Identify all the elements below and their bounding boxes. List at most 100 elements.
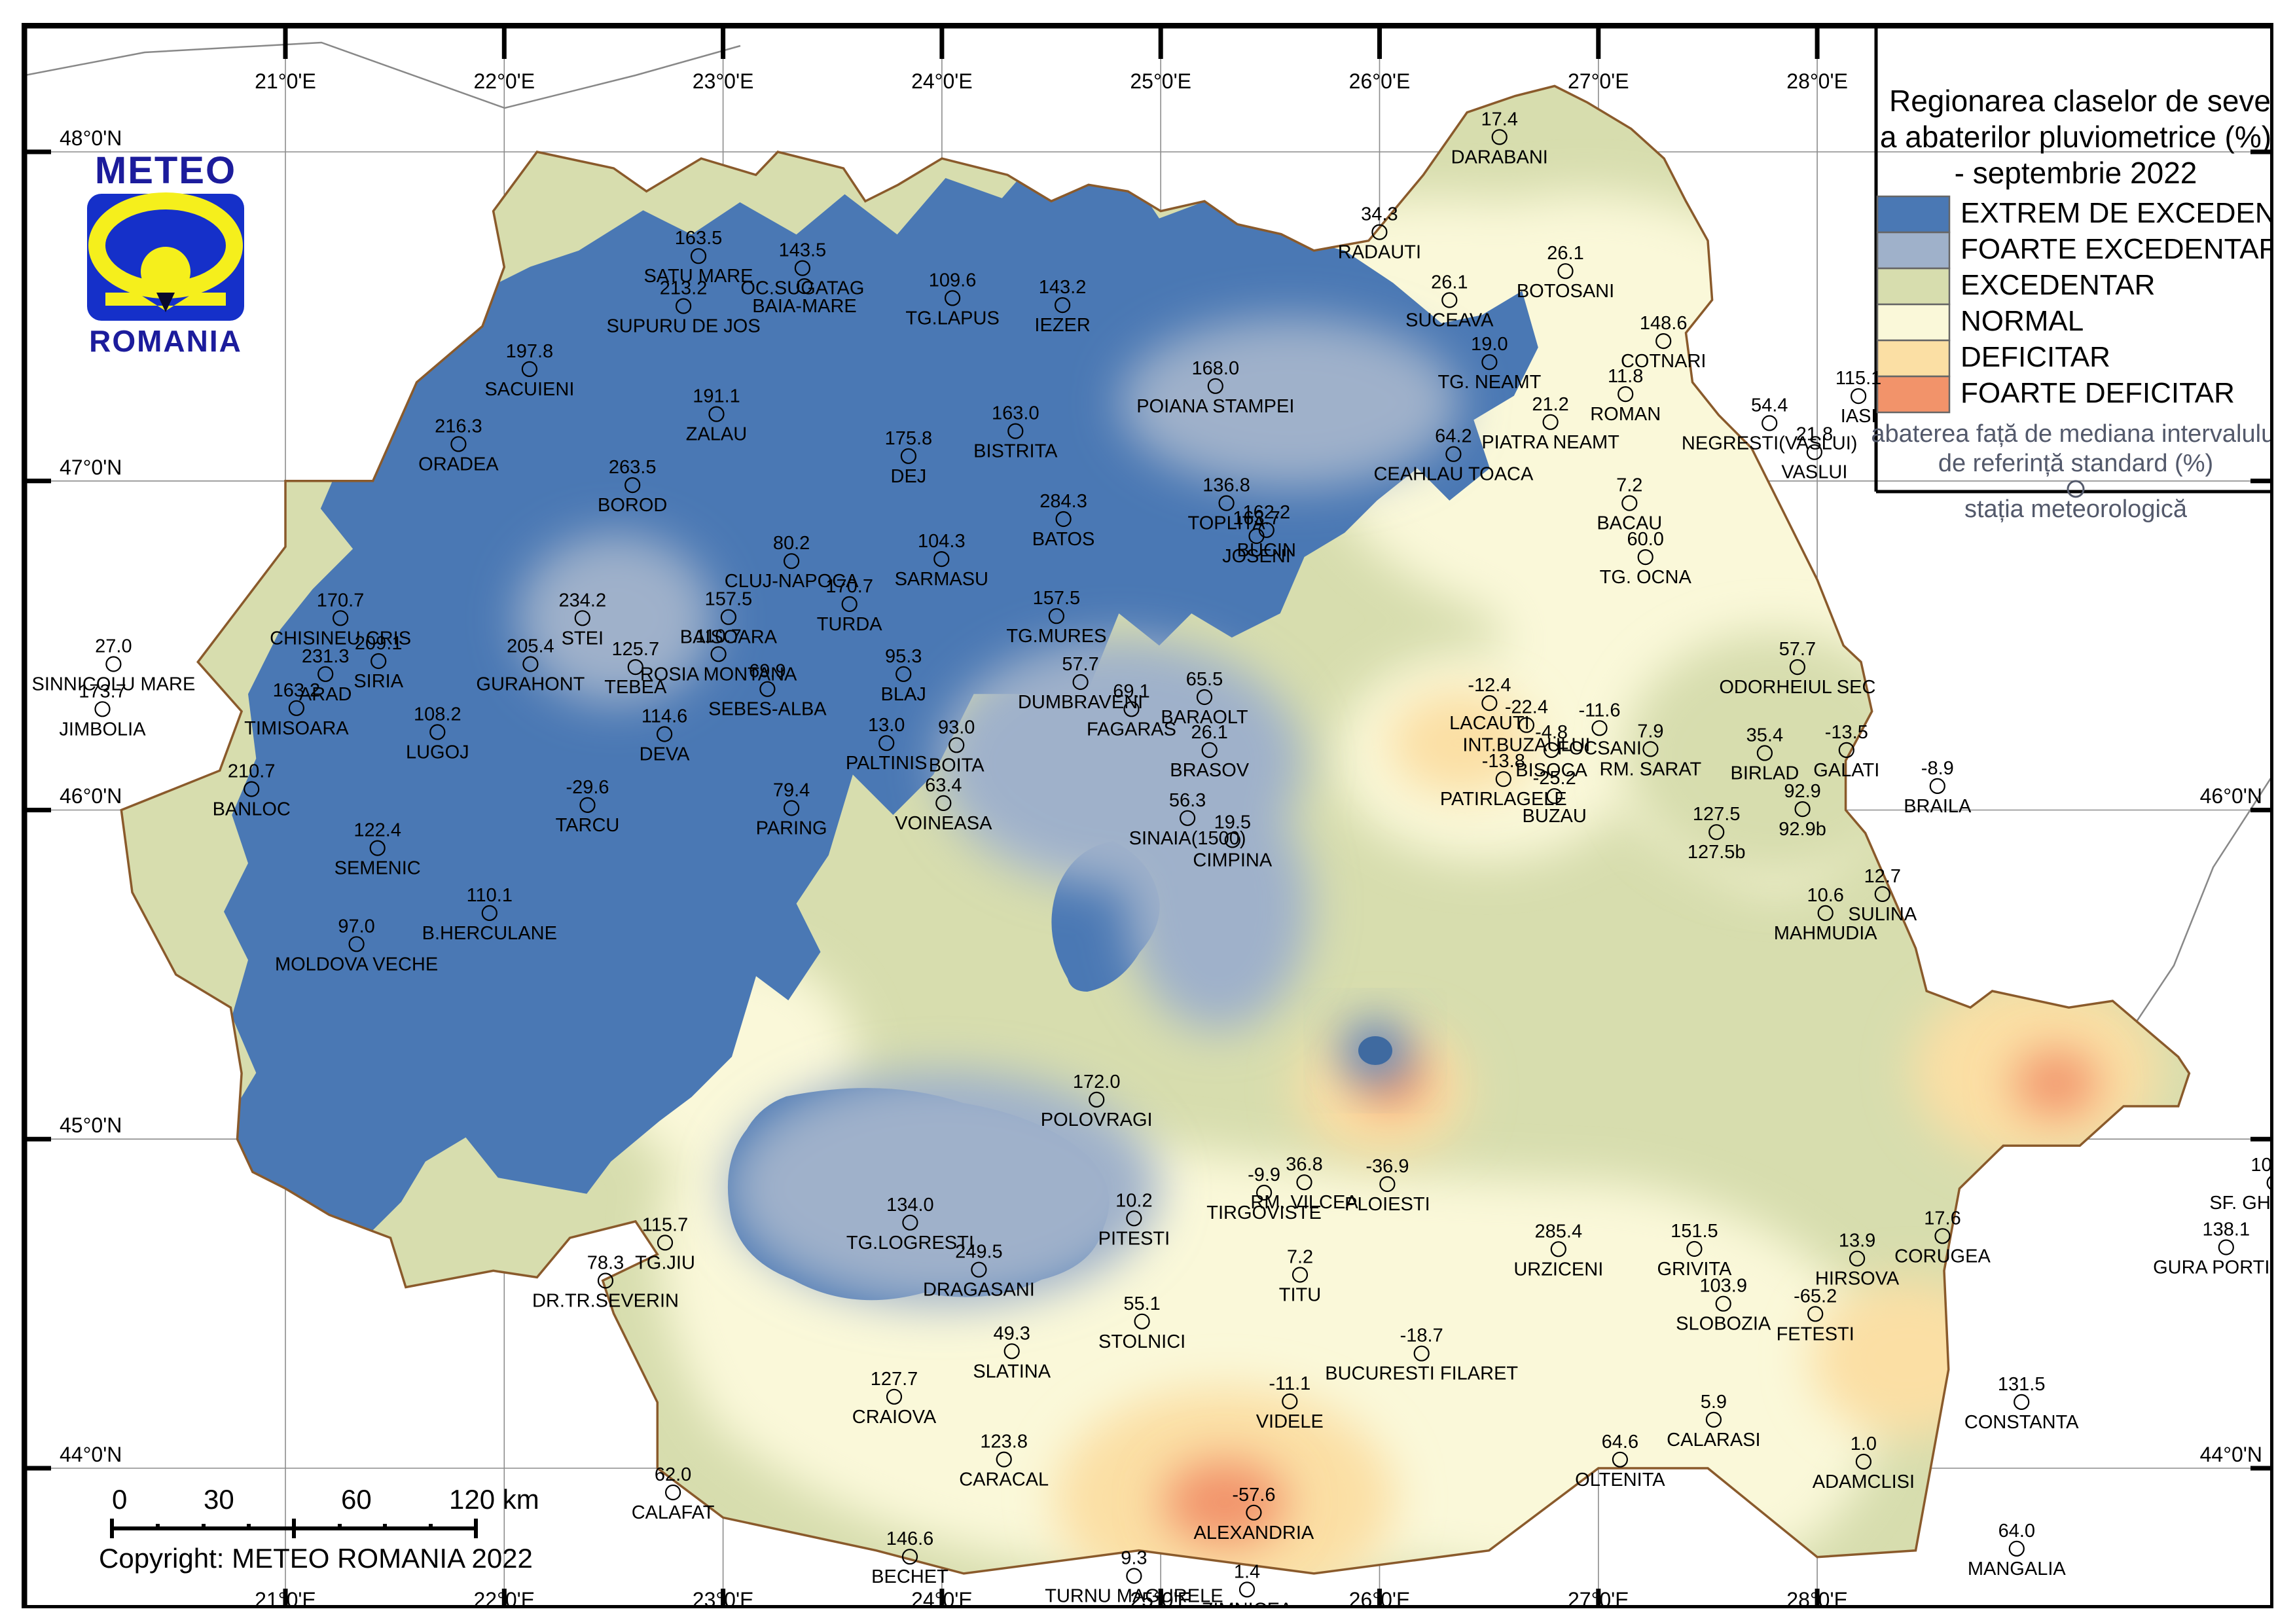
svg-text:138.1: 138.1 <box>2203 1219 2250 1240</box>
svg-text:26°0'E: 26°0'E <box>1349 69 1411 93</box>
svg-text:10.6: 10.6 <box>1807 885 1843 906</box>
svg-text:49.3: 49.3 <box>993 1323 1030 1344</box>
svg-text:-25.2: -25.2 <box>1533 768 1576 789</box>
svg-text:44°0'N: 44°0'N <box>60 1443 122 1466</box>
svg-text:205.4: 205.4 <box>507 636 554 657</box>
svg-text:13.0: 13.0 <box>868 715 905 736</box>
svg-text:ZIMNICEA: ZIMNICEA <box>1202 1599 1293 1608</box>
svg-text:stația meteorologică: stația meteorologică <box>1964 496 2188 523</box>
svg-text:216.3: 216.3 <box>435 416 482 437</box>
svg-text:ROMAN: ROMAN <box>1590 404 1661 425</box>
svg-text:60: 60 <box>341 1484 372 1515</box>
svg-text:Regionarea claselor de severit: Regionarea claselor de severitate <box>1889 84 2273 118</box>
svg-text:DRAGASANI: DRAGASANI <box>923 1280 1035 1301</box>
svg-text:TG. NEAMT: TG. NEAMT <box>1437 372 1541 393</box>
svg-text:131.5: 131.5 <box>1998 1374 2046 1395</box>
svg-text:136.8: 136.8 <box>1202 475 1250 496</box>
svg-text:STOLNICI: STOLNICI <box>1098 1331 1185 1352</box>
svg-text:STEI: STEI <box>562 628 604 649</box>
svg-text:35.4: 35.4 <box>1746 725 1783 746</box>
svg-text:21.2: 21.2 <box>1532 394 1568 415</box>
svg-text:SUPURU DE JOS: SUPURU DE JOS <box>606 316 760 337</box>
svg-text:BISTRITA: BISTRITA <box>973 441 1058 462</box>
svg-text:1.4: 1.4 <box>1234 1561 1260 1582</box>
svg-text:28°0'E: 28°0'E <box>1786 1588 1848 1608</box>
svg-text:92.9b: 92.9b <box>1779 819 1826 840</box>
svg-text:143.5: 143.5 <box>779 240 827 261</box>
svg-text:24°0'E: 24°0'E <box>911 69 973 93</box>
svg-text:19.5: 19.5 <box>1214 812 1251 833</box>
svg-text:80.2: 80.2 <box>773 533 810 554</box>
svg-text:44°0'N: 44°0'N <box>2200 1443 2262 1466</box>
svg-text:110.7: 110.7 <box>695 626 741 647</box>
svg-text:BANLOC: BANLOC <box>213 799 291 820</box>
svg-text:SACUIENI: SACUIENI <box>484 379 574 400</box>
svg-text:0: 0 <box>112 1484 127 1515</box>
svg-text:13.9: 13.9 <box>1839 1231 1875 1252</box>
svg-text:FOARTE EXCEDENTAR: FOARTE EXCEDENTAR <box>1961 233 2273 265</box>
svg-text:-13.8: -13.8 <box>1482 751 1525 772</box>
svg-text:127.7: 127.7 <box>871 1369 918 1390</box>
svg-text:-22.4: -22.4 <box>1505 697 1548 718</box>
svg-text:ADAMCLISI: ADAMCLISI <box>1813 1471 1915 1492</box>
svg-text:157.5: 157.5 <box>705 589 753 610</box>
svg-text:TIRGOVISTE: TIRGOVISTE <box>1206 1202 1322 1223</box>
svg-text:BUCURESTI FILARET: BUCURESTI FILARET <box>1325 1363 1518 1384</box>
svg-text:92.9: 92.9 <box>1784 781 1820 802</box>
svg-text:abaterea față de mediana inter: abaterea față de mediana intervalului <box>1871 420 2273 448</box>
svg-text:POIANA STAMPEI: POIANA STAMPEI <box>1136 396 1294 417</box>
svg-text:SULINA: SULINA <box>1848 904 1917 925</box>
svg-text:110.1: 110.1 <box>467 885 513 906</box>
svg-text:151.5: 151.5 <box>1671 1221 1718 1242</box>
svg-text:7.2: 7.2 <box>1616 475 1642 496</box>
svg-text:163.2: 163.2 <box>273 680 321 701</box>
svg-text:PATIRLAGELE: PATIRLAGELE <box>1440 789 1567 810</box>
svg-text:POLOVRAGI: POLOVRAGI <box>1041 1110 1153 1130</box>
svg-text:175.8: 175.8 <box>885 428 933 449</box>
svg-text:TURDA: TURDA <box>817 614 883 635</box>
svg-text:-13.5: -13.5 <box>1825 722 1868 743</box>
svg-text:GALATI: GALATI <box>1813 760 1879 781</box>
svg-text:79.4: 79.4 <box>773 780 810 801</box>
svg-text:249.5: 249.5 <box>955 1242 1003 1263</box>
svg-text:SIRIA: SIRIA <box>353 671 403 692</box>
svg-text:-8.9: -8.9 <box>1921 758 1954 779</box>
svg-text:17.6: 17.6 <box>1924 1208 1961 1229</box>
svg-text:B.HERCULANE: B.HERCULANE <box>422 923 557 944</box>
svg-text:109.6: 109.6 <box>929 270 977 291</box>
svg-text:163.5: 163.5 <box>675 228 723 249</box>
svg-text:CIMPINA: CIMPINA <box>1193 850 1273 871</box>
svg-text:FETESTI: FETESTI <box>1777 1324 1854 1344</box>
svg-text:BUCIN: BUCIN <box>1237 540 1296 561</box>
svg-text:93.0: 93.0 <box>938 717 975 738</box>
svg-text:SUCEAVA: SUCEAVA <box>1405 310 1494 331</box>
svg-text:173.7: 173.7 <box>79 681 126 702</box>
svg-text:CALAFAT: CALAFAT <box>632 1502 715 1523</box>
svg-text:10.2: 10.2 <box>1115 1190 1152 1211</box>
svg-text:26°0'E: 26°0'E <box>1349 1588 1411 1608</box>
svg-text:BLAJ: BLAJ <box>881 684 926 705</box>
svg-text:64.6: 64.6 <box>1602 1432 1638 1453</box>
svg-text:PALTINIS: PALTINIS <box>846 753 928 774</box>
svg-text:30: 30 <box>204 1484 234 1515</box>
svg-text:ROMANIA: ROMANIA <box>89 324 242 358</box>
svg-text:PARING: PARING <box>756 818 827 839</box>
svg-text:SLOBOZIA: SLOBOZIA <box>1676 1314 1771 1335</box>
svg-text:FAGARAS: FAGARAS <box>1087 719 1176 740</box>
svg-text:114.6: 114.6 <box>642 706 687 727</box>
svg-text:11.8: 11.8 <box>1608 366 1643 387</box>
svg-text:TG.JIU: TG.JIU <box>635 1252 695 1273</box>
svg-text:170.7: 170.7 <box>825 576 873 597</box>
svg-text:143.2: 143.2 <box>1039 277 1087 298</box>
svg-text:BOITA: BOITA <box>929 755 985 776</box>
svg-text:DEFICITAR: DEFICITAR <box>1961 341 2110 373</box>
svg-text:57.7: 57.7 <box>1062 654 1098 675</box>
svg-text:CEAHLAU TOACA: CEAHLAU TOACA <box>1373 464 1534 485</box>
svg-text:-29.6: -29.6 <box>566 777 609 798</box>
svg-text:100.0: 100.0 <box>2250 1155 2273 1176</box>
svg-text:GURAHONT: GURAHONT <box>476 674 585 695</box>
svg-text:VOINEASA: VOINEASA <box>895 813 992 834</box>
svg-text:DARABANI: DARABANI <box>1451 147 1548 168</box>
svg-text:234.2: 234.2 <box>559 590 607 611</box>
svg-text:46°0'N: 46°0'N <box>60 784 122 808</box>
